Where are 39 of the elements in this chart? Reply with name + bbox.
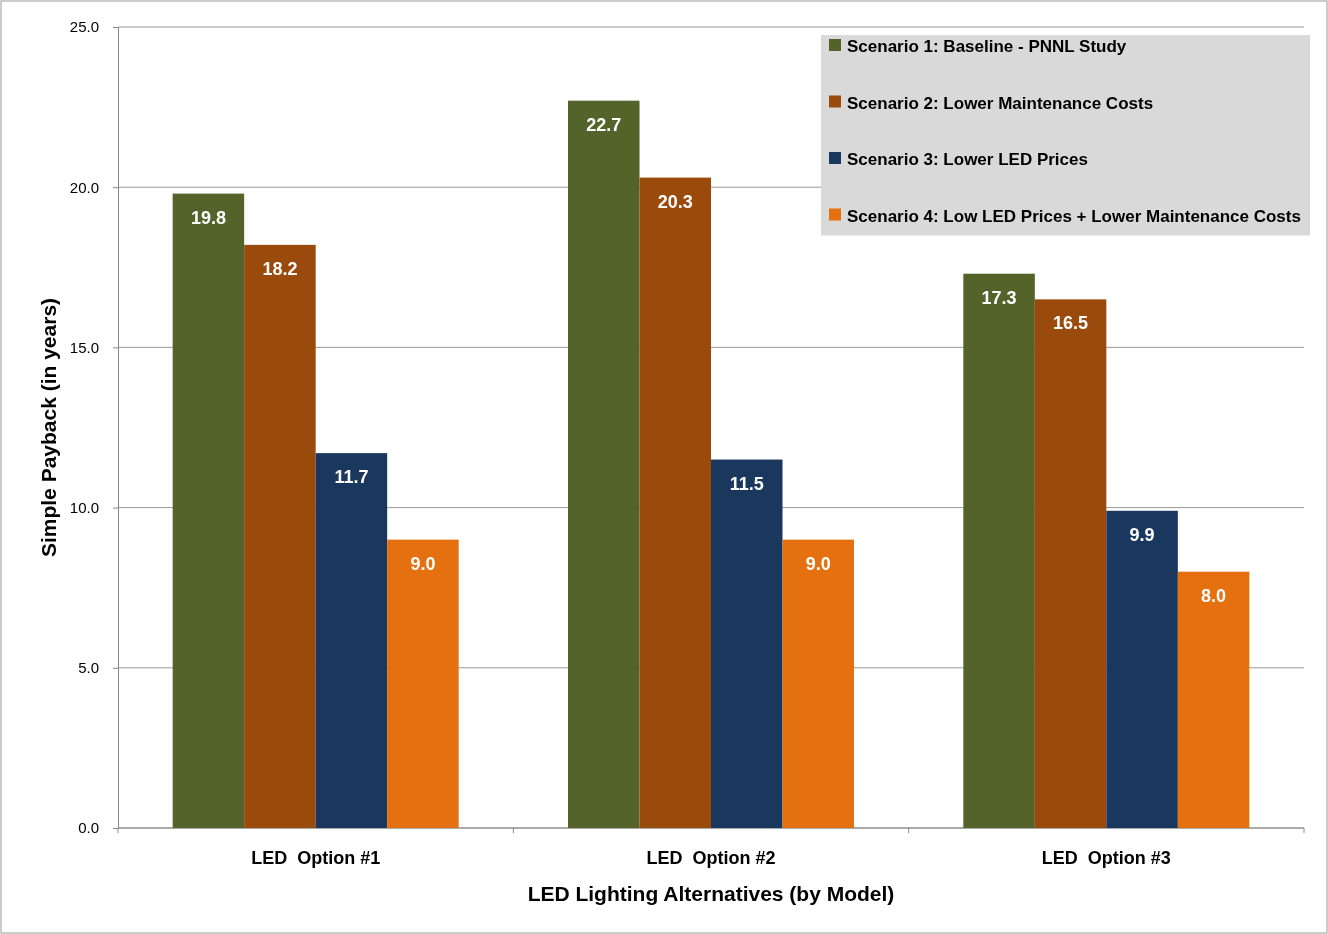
bar [1034, 299, 1107, 828]
y-tick-label: 5.0 [78, 659, 99, 677]
bar [1106, 510, 1178, 828]
y-tick-label: 25.0 [69, 18, 99, 36]
x-axis-title: LED Lighting Alternatives (by Model) [527, 882, 895, 905]
y-tick-label: 0.0 [78, 819, 99, 837]
bar [963, 273, 1035, 828]
bar [639, 177, 711, 828]
data-label: 17.3 [981, 287, 1017, 308]
data-label: 9.0 [410, 553, 436, 574]
bar [711, 459, 783, 828]
y-axis-title: Simple Payback (in years) [37, 297, 60, 558]
data-label: 19.8 [190, 207, 226, 228]
bar [568, 100, 640, 828]
y-tick-label: 10.0 [69, 498, 99, 516]
bar [1177, 571, 1250, 828]
x-tick-label: LED Option #2 [646, 848, 776, 868]
data-label: 9.9 [1129, 524, 1155, 545]
x-tick-label: LED Option #1 [251, 848, 381, 868]
bar [244, 244, 316, 828]
bar [315, 453, 388, 828]
data-label: 22.7 [586, 114, 622, 135]
legend-label: Scenario 3: Lower LED Prices [847, 150, 1088, 169]
data-label: 9.0 [805, 553, 831, 574]
y-tick-label: 15.0 [69, 338, 99, 356]
bar [782, 539, 854, 828]
data-label: 20.3 [657, 191, 693, 212]
y-tick-label: 20.0 [69, 178, 99, 196]
bar [172, 193, 245, 828]
data-label: 11.5 [729, 473, 764, 494]
bar [387, 539, 459, 828]
legend-label: Scenario 1: Baseline - PNNL Study [847, 37, 1127, 56]
data-label: 18.2 [262, 258, 298, 279]
data-label: 16.5 [1053, 313, 1089, 334]
data-label: 11.7 [334, 467, 369, 488]
x-tick-label: LED Option #3 [1041, 848, 1171, 868]
data-label: 8.0 [1201, 585, 1227, 606]
legend-label: Scenario 2: Lower Maintenance Costs [847, 93, 1154, 113]
legend-label: Scenario 4: Low LED Prices + Lower Maintenance Costs [847, 206, 1301, 226]
